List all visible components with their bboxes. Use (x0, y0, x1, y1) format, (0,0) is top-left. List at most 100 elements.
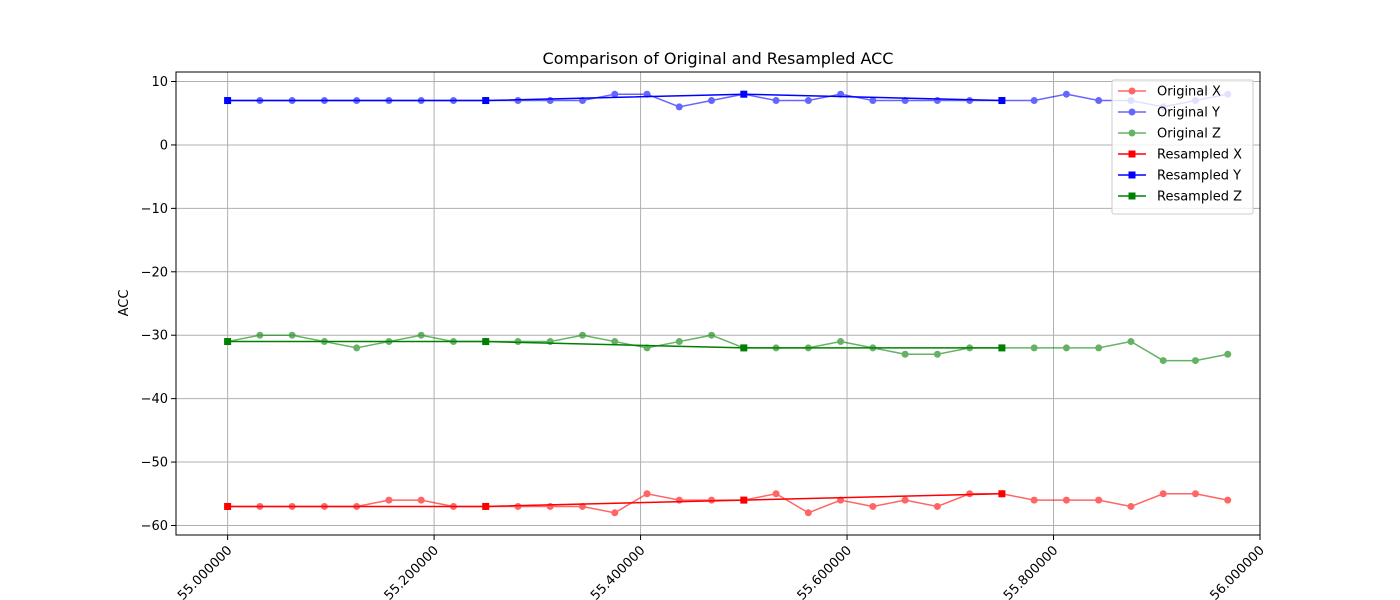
original-z-point (1159, 357, 1167, 365)
y-tick-label: −10 (141, 202, 168, 217)
original-y-point (708, 97, 716, 105)
y-tick-label: −50 (141, 456, 168, 471)
original-x-point (966, 490, 974, 498)
resampled-y-line (227, 93, 1002, 102)
original-y-point (804, 97, 812, 105)
original-z-point (1095, 344, 1103, 352)
resampled-x-series (224, 490, 1006, 510)
original-z-point (837, 338, 845, 346)
resampled-z-line (227, 340, 1002, 349)
original-z-point (1062, 344, 1070, 352)
original-y-point (1030, 97, 1038, 105)
legend-label: Original Z (1157, 127, 1221, 142)
original-z-point (417, 331, 425, 339)
original-z-point (611, 338, 619, 346)
resampled-x-point (998, 490, 1006, 498)
original-z-point (1030, 344, 1038, 352)
original-x-point (804, 509, 812, 517)
resampled-y-point (482, 97, 490, 105)
original-y-point (546, 97, 554, 105)
original-x-point (901, 496, 909, 504)
legend-item-resampled-z: Resampled Z (1118, 190, 1242, 205)
grid (176, 72, 1261, 535)
y-tick-label: −20 (141, 265, 168, 280)
original-z-point (546, 338, 554, 346)
legend-item-resampled-y: Resampled Y (1118, 169, 1241, 184)
y-tick-label: 10 (151, 75, 168, 90)
original-x-point (869, 502, 877, 510)
original-x-point (1191, 490, 1199, 498)
original-y-point (611, 90, 619, 98)
resampled-y-point (224, 97, 232, 105)
original-z-point (353, 344, 361, 352)
original-x-point (611, 509, 619, 517)
resampled-x-point (224, 502, 232, 510)
original-x-point (1127, 502, 1135, 510)
original-y-point (1095, 97, 1103, 105)
original-z-point (1191, 357, 1199, 365)
resampled-x-point (740, 496, 748, 504)
legend-swatch (1118, 87, 1146, 95)
plot-frame (175, 71, 1261, 536)
original-x-point (708, 496, 716, 504)
original-x-point (643, 490, 651, 498)
original-x-point (1224, 496, 1232, 504)
legend-label: Resampled X (1157, 148, 1242, 163)
y-tick-label: −30 (141, 329, 168, 344)
resampled-y-series (224, 90, 1006, 105)
original-x-point (385, 496, 393, 504)
resampled-y-point (998, 97, 1006, 105)
original-z-point (1127, 338, 1135, 346)
legend-swatch (1118, 192, 1146, 200)
resampled-z-point (224, 338, 232, 346)
legend-swatch (1118, 150, 1146, 158)
original-x-point (933, 502, 941, 510)
resampled-y-point (740, 90, 748, 98)
original-x-point (1030, 496, 1038, 504)
original-x-point (546, 502, 554, 510)
original-y-point (869, 97, 877, 105)
original-z-point (288, 331, 296, 339)
legend-item-original-z: Original Z (1118, 127, 1221, 142)
legend-item-original-y: Original Y (1118, 106, 1220, 121)
y-axis-label: ACC (117, 290, 132, 317)
original-z-point (1224, 350, 1232, 358)
original-y-point (675, 103, 683, 111)
original-x-point (417, 496, 425, 504)
original-z-point (675, 338, 683, 346)
legend-swatch (1118, 129, 1146, 137)
original-z-point (901, 350, 909, 358)
resampled-x-line (227, 493, 1002, 508)
y-tick-label: 0 (160, 138, 168, 153)
legend-box (1111, 79, 1254, 215)
legend-label: Resampled Y (1157, 169, 1241, 184)
resampled-z-point (998, 344, 1006, 352)
legend-swatch (1118, 171, 1146, 179)
original-z-point (933, 350, 941, 358)
original-x-point (1159, 490, 1167, 498)
original-z-point (256, 331, 264, 339)
legend-item-original-x: Original X (1118, 85, 1221, 100)
resampled-z-point (740, 344, 748, 352)
y-tick-label: −60 (141, 519, 168, 534)
original-y-point (772, 97, 780, 105)
original-x-point (514, 502, 522, 510)
original-x-point (1095, 496, 1103, 504)
original-x-point (772, 490, 780, 498)
resampled-z-point (482, 338, 490, 346)
legend-label: Original X (1157, 85, 1221, 100)
original-z-point (708, 331, 716, 339)
resampled-x-point (482, 502, 490, 510)
original-z-point (579, 331, 586, 339)
original-y-point (933, 97, 941, 105)
resampled-z-series (224, 338, 1006, 352)
original-x-point (1062, 496, 1070, 504)
legend-item-resampled-x: Resampled X (1118, 148, 1242, 163)
original-y-point (966, 97, 974, 105)
legend: Original X Original Y Original Z Resampled … (1111, 79, 1254, 215)
original-z-line (227, 334, 1228, 362)
original-x-point (675, 496, 683, 504)
original-y-point (514, 97, 522, 105)
y-tick-label: −40 (141, 392, 168, 407)
